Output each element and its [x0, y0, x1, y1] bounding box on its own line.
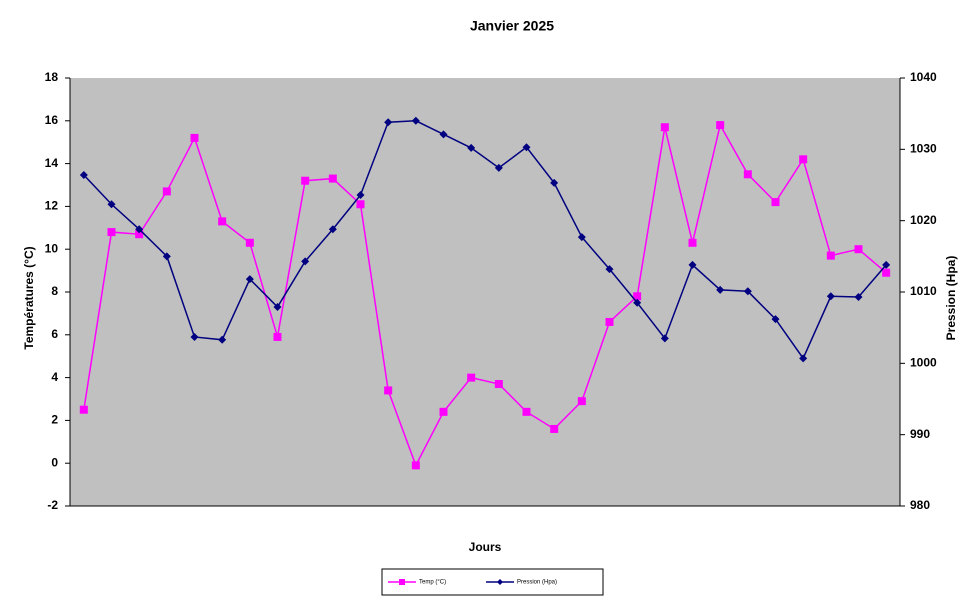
point	[882, 260, 891, 269]
point	[218, 335, 227, 344]
x-axis-label: Jours	[469, 540, 502, 554]
point	[743, 170, 752, 179]
legend-label: Temp (°C)	[419, 580, 446, 586]
point	[799, 155, 808, 164]
y2-tick-label: 1000	[910, 356, 937, 370]
y2-tick-label: 1040	[910, 70, 937, 84]
series-line	[83, 120, 887, 360]
y2-tick-label: 1020	[910, 213, 937, 227]
y-tick-label: 12	[45, 199, 59, 213]
point	[218, 217, 227, 226]
y2-tick-label: 1030	[910, 142, 937, 156]
point	[356, 200, 365, 209]
y2-tick-label: 990	[910, 427, 930, 441]
point	[743, 287, 752, 296]
point	[826, 292, 835, 301]
point	[660, 123, 669, 132]
y-tick-label: 8	[51, 284, 58, 298]
point	[882, 268, 891, 277]
point	[605, 265, 614, 274]
y-tick-label: 14	[45, 156, 59, 170]
chart-title: Janvier 2025	[470, 18, 554, 34]
point	[273, 302, 282, 311]
point	[135, 230, 144, 239]
point	[439, 407, 448, 416]
legend-marker	[399, 579, 405, 585]
point	[577, 233, 586, 242]
y-tick-label: -2	[47, 498, 58, 512]
point	[688, 238, 697, 247]
point	[107, 200, 116, 209]
point	[79, 405, 88, 414]
series-line	[83, 123, 887, 468]
point	[854, 245, 863, 254]
point	[494, 380, 503, 389]
point	[854, 292, 863, 301]
point	[162, 252, 171, 261]
point	[135, 225, 144, 234]
point	[550, 424, 559, 433]
point	[301, 176, 310, 185]
point	[190, 332, 199, 341]
point	[384, 386, 393, 395]
point	[771, 198, 780, 207]
point	[771, 315, 780, 324]
point	[577, 397, 586, 406]
point	[245, 238, 254, 247]
y-tick-label: 2	[51, 413, 58, 427]
plot-area	[70, 78, 900, 506]
y-tick-label: 4	[51, 370, 58, 384]
point	[826, 251, 835, 260]
point	[605, 317, 614, 326]
legend-label: Pression (Hpa)	[517, 580, 557, 586]
point	[328, 225, 337, 234]
y2-axis-label: Pression (Hpa)	[944, 256, 958, 341]
point	[633, 298, 642, 307]
point	[660, 334, 669, 343]
point	[301, 257, 310, 266]
point	[107, 228, 116, 237]
y-tick-label: 18	[45, 70, 59, 84]
point	[550, 178, 559, 187]
point	[799, 354, 808, 363]
point	[494, 163, 503, 172]
y-tick-label: 6	[51, 327, 58, 341]
point	[467, 373, 476, 382]
y-tick-label: 0	[51, 455, 58, 469]
point	[411, 116, 420, 125]
point	[328, 174, 337, 183]
y2-tick-label: 1010	[910, 284, 937, 298]
point	[716, 121, 725, 130]
y-tick-label: 16	[45, 113, 59, 127]
point	[411, 461, 420, 470]
point	[356, 190, 365, 199]
point	[190, 133, 199, 142]
y-tick-label: 10	[45, 241, 59, 255]
point	[79, 171, 88, 180]
point	[245, 275, 254, 284]
y2-tick-label: 980	[910, 498, 930, 512]
legend-marker	[497, 579, 503, 585]
point	[688, 260, 697, 269]
point	[439, 130, 448, 139]
point	[273, 332, 282, 341]
point	[522, 143, 531, 152]
point	[384, 118, 393, 127]
point	[716, 285, 725, 294]
point	[522, 407, 531, 416]
y-axis-label: Températures (°C)	[22, 246, 36, 349]
point	[467, 143, 476, 152]
point	[162, 187, 171, 196]
point	[633, 292, 642, 301]
